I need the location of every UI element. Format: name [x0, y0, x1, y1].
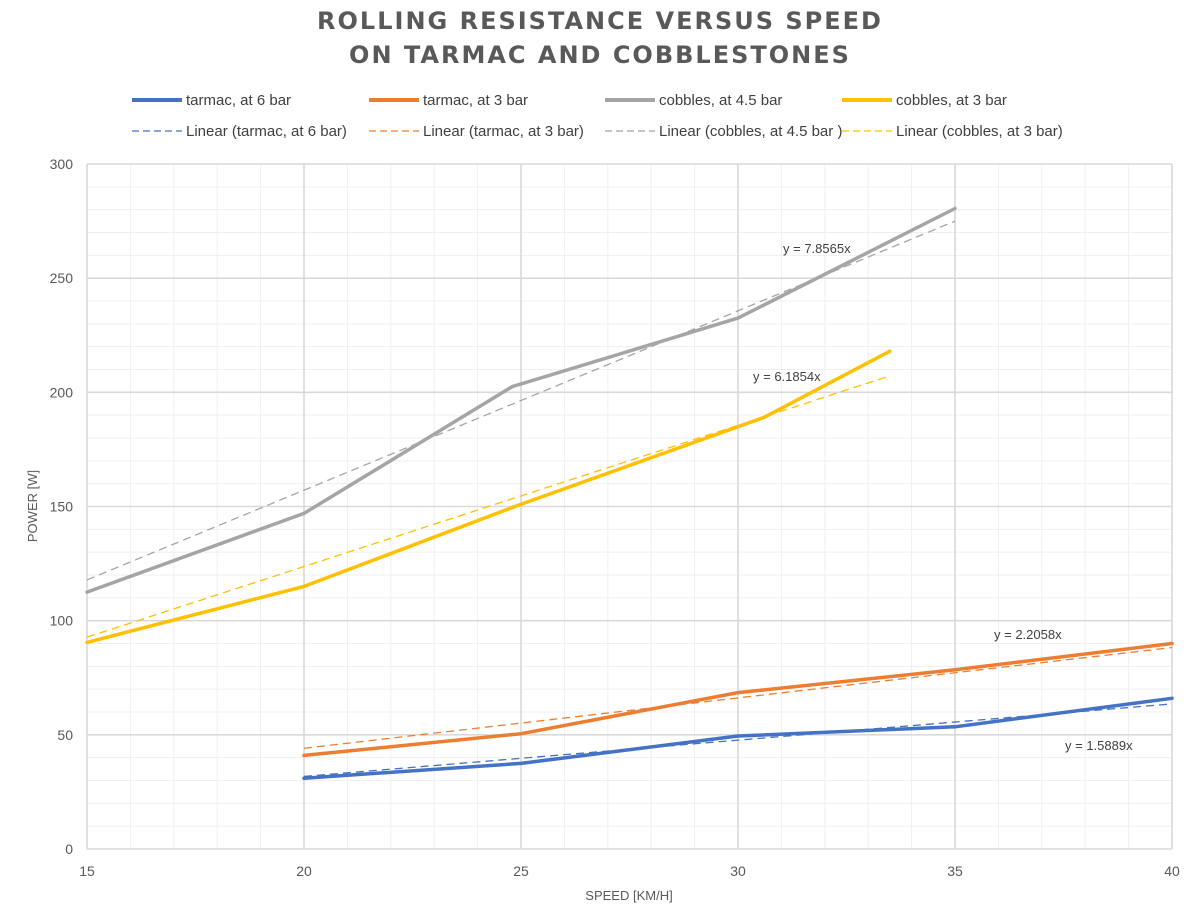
y-tick-label: 200 — [50, 384, 74, 400]
legend-swatch-trend-tarmac-6bar — [132, 130, 182, 132]
legend-swatch-trend-cobbles-3bar — [842, 130, 892, 132]
legend-label-trend-cobbles-3bar: Linear (cobbles, at 3 bar) — [896, 122, 1063, 140]
x-tick-label: 30 — [730, 863, 746, 879]
major-gridlines — [86, 163, 1173, 850]
legend-label-tarmac-3bar: tarmac, at 3 bar — [423, 91, 529, 109]
chart-title-line-1: ROLLING RESISTANCE VERSUS SPEED — [317, 7, 883, 35]
legend-item-trend-tarmac-6bar[interactable]: Linear (tarmac, at 6 bar) — [132, 121, 347, 141]
y-axis-title: POWER [W] — [25, 470, 40, 542]
y-tick-label: 50 — [57, 727, 73, 743]
x-tick-label: 35 — [947, 863, 963, 879]
legend-label-tarmac-6bar: tarmac, at 6 bar — [186, 91, 292, 109]
y-tick-label: 0 — [65, 841, 73, 857]
legend-label-trend-cobbles-45bar: Linear (cobbles, at 4.5 bar ) — [659, 122, 843, 140]
series-line-2 — [85, 206, 957, 594]
legend-swatch-cobbles-3bar — [842, 98, 892, 102]
legend-item-tarmac-6bar[interactable]: tarmac, at 6 bar — [132, 90, 291, 110]
x-axis-ticks: 15 20 25 30 35 40 — [79, 863, 1180, 879]
y-tick-label: 250 — [50, 270, 74, 286]
legend-item-trend-cobbles-45bar[interactable]: Linear (cobbles, at 4.5 bar ) — [605, 121, 842, 141]
chart-title: ROLLING RESISTANCE VERSUS SPEED ON TARMA… — [0, 4, 1200, 72]
legend-label-trend-tarmac-3bar: Linear (tarmac, at 3 bar) — [423, 122, 584, 140]
x-tick-label: 20 — [296, 863, 312, 879]
trendline-1 — [303, 646, 1173, 749]
trendlines — [86, 220, 1173, 778]
x-tick-label: 40 — [1164, 863, 1180, 879]
legend-label-trend-tarmac-6bar: Linear (tarmac, at 6 bar) — [186, 122, 347, 140]
trend-equation-2: y = 7.8565x — [783, 241, 851, 256]
y-tick-label: 150 — [50, 499, 74, 515]
trend-equation-3: y = 6.1854x — [753, 369, 821, 384]
legend-item-trend-tarmac-3bar[interactable]: Linear (tarmac, at 3 bar) — [369, 121, 584, 141]
legend-item-cobbles-45bar[interactable]: cobbles, at 4.5 bar — [605, 90, 782, 110]
legend-item-tarmac-3bar[interactable]: tarmac, at 3 bar — [369, 90, 528, 110]
legend-swatch-trend-tarmac-3bar — [369, 130, 419, 132]
y-tick-label: 300 — [50, 156, 74, 172]
trend-equation-0: y = 1.5889x — [1065, 738, 1133, 753]
legend-swatch-cobbles-45bar — [605, 98, 655, 102]
series-line-3 — [85, 349, 892, 645]
chart-legend: tarmac, at 6 bar tarmac, at 3 bar cobble… — [0, 0, 1200, 150]
legend-item-cobbles-3bar[interactable]: cobbles, at 3 bar — [842, 90, 1007, 110]
x-tick-label: 15 — [79, 863, 95, 879]
legend-swatch-tarmac-3bar — [369, 98, 419, 102]
series-line-0 — [302, 696, 1174, 780]
legend-label-cobbles-3bar: cobbles, at 3 bar — [896, 91, 1007, 109]
legend-label-cobbles-45bar: cobbles, at 4.5 bar — [659, 91, 783, 109]
y-axis-ticks: 0 50 100 150 200 250 300 — [50, 156, 74, 857]
legend-item-trend-cobbles-3bar[interactable]: Linear (cobbles, at 3 bar) — [842, 121, 1063, 141]
trend-equations: y = 1.5889x y = 2.2058x y = 7.8565x y = 6.1… — [753, 241, 1133, 753]
chart-title-line-2: ON TARMAC AND COBBLESTONES — [349, 41, 851, 69]
legend-swatch-tarmac-6bar — [132, 98, 182, 102]
y-tick-label: 100 — [50, 613, 74, 629]
x-tick-label: 25 — [513, 863, 529, 879]
series-lines — [85, 206, 1174, 780]
trend-equation-1: y = 2.2058x — [994, 627, 1062, 642]
series-line-1 — [302, 641, 1174, 758]
legend-swatch-trend-cobbles-45bar — [605, 130, 655, 132]
trendline-0 — [303, 703, 1173, 778]
x-axis-title: SPEED [KM/H] — [585, 888, 672, 903]
